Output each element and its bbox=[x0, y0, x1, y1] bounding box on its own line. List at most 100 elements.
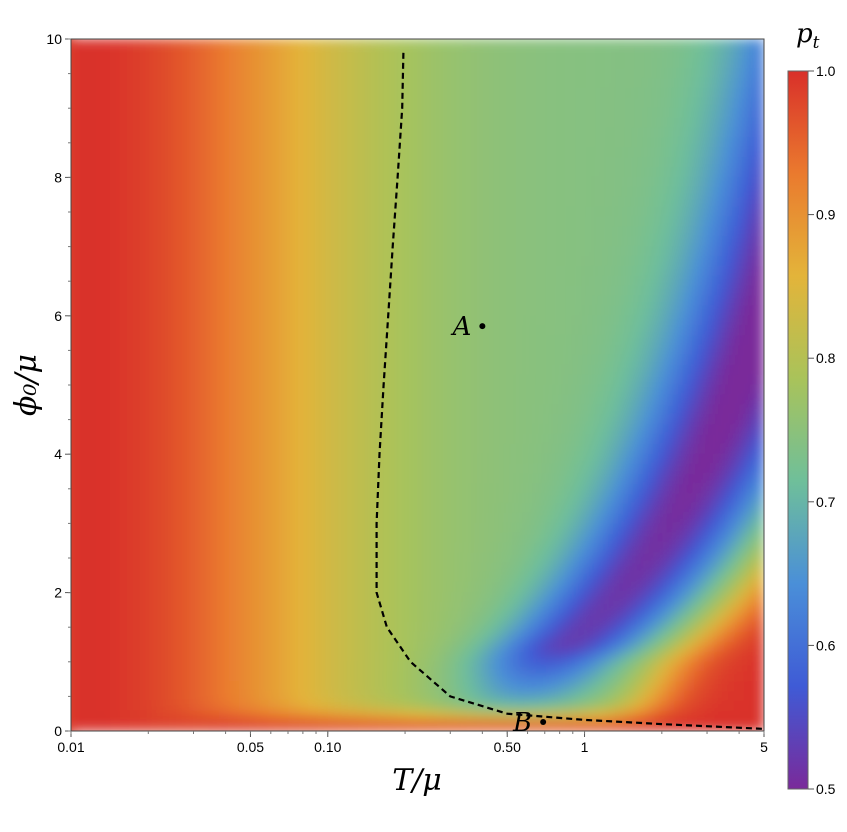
heat-cell bbox=[605, 335, 616, 346]
heat-cell bbox=[367, 592, 379, 603]
heat-cell bbox=[179, 700, 191, 712]
heat-cell bbox=[258, 611, 270, 623]
heat-cell bbox=[585, 443, 597, 455]
heat-cell bbox=[704, 404, 715, 416]
heat-cell bbox=[664, 275, 676, 287]
heat-cell bbox=[110, 127, 121, 139]
heat-cell bbox=[486, 97, 498, 109]
heat-cell bbox=[446, 601, 458, 613]
heat-cell bbox=[714, 335, 725, 346]
heat-cell bbox=[80, 621, 92, 633]
heat-cell bbox=[466, 305, 478, 317]
heat-cell bbox=[506, 433, 517, 445]
heat-cell bbox=[318, 582, 329, 594]
heat-cell bbox=[248, 255, 260, 267]
heat-cell bbox=[417, 374, 428, 386]
heat-cell bbox=[575, 601, 587, 613]
heat-cell bbox=[426, 39, 438, 50]
heat-cell bbox=[268, 433, 280, 445]
heat-cell bbox=[436, 137, 448, 149]
heat-cell bbox=[486, 265, 498, 277]
heat-cell bbox=[674, 167, 686, 178]
heat-cell bbox=[327, 424, 339, 435]
heat-cell bbox=[743, 196, 755, 208]
heat-cell bbox=[516, 196, 527, 208]
heat-cell bbox=[337, 167, 349, 178]
heat-cell bbox=[149, 700, 161, 712]
heat-cell bbox=[684, 246, 696, 257]
heat-cell bbox=[357, 97, 369, 109]
heat-cell bbox=[704, 335, 715, 346]
heat-cell bbox=[674, 394, 686, 406]
heat-cell bbox=[466, 206, 478, 218]
heat-cell bbox=[426, 483, 438, 495]
heat-cell bbox=[189, 176, 201, 188]
heat-cell bbox=[71, 335, 82, 346]
heat-cell bbox=[535, 473, 547, 485]
heat-cell bbox=[605, 532, 616, 544]
heat-cell bbox=[268, 246, 280, 257]
heat-cell bbox=[634, 710, 646, 722]
heat-cell bbox=[436, 621, 448, 633]
heat-cell bbox=[189, 671, 201, 683]
heat-cell bbox=[318, 48, 329, 60]
heat-cell bbox=[565, 641, 577, 653]
heat-cell bbox=[377, 700, 389, 712]
heat-cell bbox=[407, 601, 418, 613]
heat-cell bbox=[723, 681, 735, 692]
heat-cell bbox=[506, 710, 517, 722]
heat-cell bbox=[258, 384, 270, 396]
heat-cell bbox=[545, 513, 557, 524]
heat-cell bbox=[288, 562, 300, 574]
heat-cell bbox=[575, 206, 587, 218]
colorbar-title: pt bbox=[796, 19, 820, 53]
heat-cell bbox=[753, 167, 764, 178]
heat-cell bbox=[337, 522, 349, 534]
heat-cell bbox=[100, 374, 112, 386]
heat-cell bbox=[615, 68, 626, 80]
heat-cell bbox=[357, 107, 369, 119]
heat-cell bbox=[476, 147, 488, 159]
heat-cell bbox=[120, 681, 131, 692]
heat-cell bbox=[743, 493, 755, 505]
heat-cell bbox=[367, 552, 379, 564]
heat-cell bbox=[595, 424, 607, 435]
heat-cell bbox=[654, 335, 666, 346]
heat-cell bbox=[308, 690, 319, 702]
heat-cell bbox=[258, 147, 270, 159]
heat-cell bbox=[476, 335, 488, 346]
heat-cell bbox=[545, 671, 557, 683]
heat-cell bbox=[664, 315, 676, 327]
heat-cell bbox=[525, 522, 537, 534]
heat-cell bbox=[209, 167, 220, 178]
heat-cell bbox=[71, 117, 82, 129]
heat-cell bbox=[407, 463, 418, 475]
heat-cell bbox=[476, 443, 488, 455]
heat-cell bbox=[159, 265, 171, 277]
heat-cell bbox=[743, 78, 755, 89]
heat-cell bbox=[624, 39, 636, 50]
heat-cell bbox=[417, 335, 428, 346]
heat-cell bbox=[407, 157, 418, 169]
heat-cell bbox=[615, 483, 626, 495]
heat-cell bbox=[565, 147, 577, 159]
heat-cell bbox=[179, 39, 191, 50]
heat-cell bbox=[743, 542, 755, 554]
heat-cell bbox=[516, 463, 527, 475]
heat-cell bbox=[129, 641, 141, 653]
heat-cell bbox=[714, 315, 725, 327]
heat-cell bbox=[664, 374, 676, 386]
heat-cell bbox=[714, 157, 725, 169]
heat-cell bbox=[664, 631, 676, 643]
heat-cell bbox=[545, 404, 557, 416]
heat-cell bbox=[516, 483, 527, 495]
heat-cell bbox=[723, 68, 735, 80]
heat-cell bbox=[714, 176, 725, 188]
heat-cell bbox=[615, 542, 626, 554]
heat-cell bbox=[624, 78, 636, 89]
heat-cell bbox=[506, 255, 517, 267]
heat-cell bbox=[347, 443, 359, 455]
heat-cell bbox=[545, 641, 557, 653]
heat-cell bbox=[486, 384, 498, 396]
heat-cell bbox=[654, 513, 666, 524]
